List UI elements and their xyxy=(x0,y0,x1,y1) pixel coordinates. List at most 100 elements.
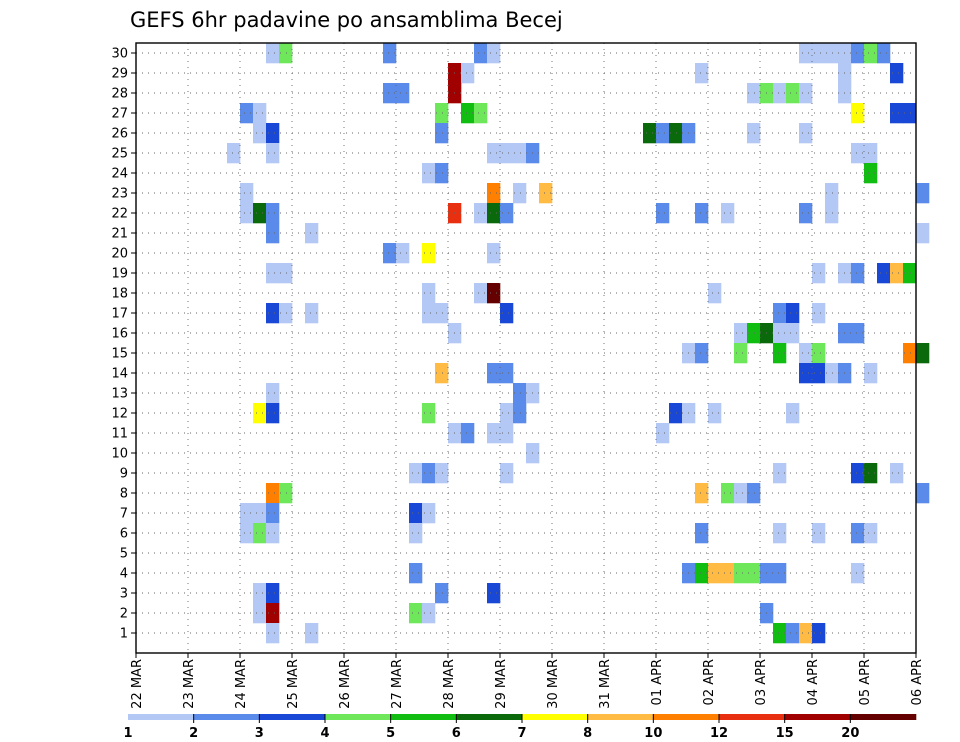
heatmap-cell xyxy=(513,383,527,404)
heatmap-cell xyxy=(435,463,449,484)
x-tick-label: 30 MAR xyxy=(546,659,561,709)
legend-swatch xyxy=(456,714,523,720)
heatmap-cell xyxy=(409,523,423,544)
heatmap-cell xyxy=(786,323,800,344)
heatmap-cell xyxy=(435,123,449,144)
heatmap-cell xyxy=(851,563,865,584)
heatmap-cell xyxy=(266,303,280,324)
heatmap-cell xyxy=(422,603,436,624)
heatmap-cell xyxy=(851,523,865,544)
heatmap-cell xyxy=(305,223,319,244)
heatmap-cell xyxy=(708,403,722,424)
heatmap-cell xyxy=(487,423,501,444)
y-tick-label: 12 xyxy=(111,407,128,422)
heatmap-cell xyxy=(643,123,657,144)
heatmap-cell xyxy=(851,463,865,484)
heatmap-cell xyxy=(747,563,761,584)
x-tick-label: 29 MAR xyxy=(494,659,509,709)
x-tick-label: 03 APR xyxy=(754,659,769,705)
x-tick-label: 01 APR xyxy=(650,659,665,705)
y-tick-label: 6 xyxy=(120,527,128,542)
heatmap-cell xyxy=(695,483,709,504)
heatmap-cell xyxy=(500,203,514,224)
heatmap-cell xyxy=(812,303,826,324)
x-tick-label: 22 MAR xyxy=(130,659,145,709)
heatmap-cell xyxy=(461,423,475,444)
y-tick-label: 5 xyxy=(120,547,128,562)
heatmap-cell xyxy=(253,583,267,604)
heatmap-cell xyxy=(409,463,423,484)
legend: 1 2 3 4 5 6 7 8 10 12 15 20 xyxy=(123,714,917,741)
heatmap-cell xyxy=(812,363,826,384)
heatmap-cell xyxy=(877,43,891,64)
heatmap-cell xyxy=(279,43,293,64)
y-tick-label: 20 xyxy=(111,247,128,262)
heatmap-cell xyxy=(435,103,449,124)
heatmap-cell xyxy=(864,163,878,184)
heatmap-cell xyxy=(786,403,800,424)
heatmap-cell xyxy=(864,43,878,64)
legend-label: 3 xyxy=(255,726,264,741)
heatmap-cell xyxy=(487,243,501,264)
heatmap-cell xyxy=(825,203,839,224)
legend-swatch xyxy=(784,714,851,720)
heatmap-cell xyxy=(799,123,813,144)
legend-label: 20 xyxy=(841,726,859,741)
heatmap-cell xyxy=(669,403,683,424)
heatmap-cell xyxy=(747,483,761,504)
heatmap-cell xyxy=(266,503,280,524)
x-tick-label: 02 APR xyxy=(702,659,717,705)
heatmap-cell xyxy=(474,283,488,304)
legend-swatch xyxy=(390,714,457,720)
heatmap-cell xyxy=(734,343,748,364)
legend-label: 4 xyxy=(320,726,329,741)
heatmap-cell xyxy=(422,303,436,324)
heatmap-cell xyxy=(851,103,865,124)
heatmap-cell xyxy=(266,583,280,604)
heatmap-cell xyxy=(773,523,787,544)
heatmap-cell xyxy=(851,323,865,344)
heatmap-cell xyxy=(396,243,410,264)
heatmap-cell xyxy=(240,523,254,544)
y-tick-label: 23 xyxy=(111,187,128,202)
y-tick-label: 17 xyxy=(111,307,128,322)
heatmap-cell xyxy=(422,403,436,424)
heatmap-cell xyxy=(877,263,891,284)
heatmap-cell xyxy=(825,43,839,64)
heatmap-cell xyxy=(656,203,670,224)
heatmap-cell xyxy=(435,163,449,184)
heatmap-cell xyxy=(786,83,800,104)
heatmap-cell xyxy=(812,623,826,644)
heatmap-cell xyxy=(500,463,514,484)
heatmap-cell xyxy=(487,363,501,384)
heatmap-cell xyxy=(461,63,475,84)
heatmap-cell xyxy=(708,283,722,304)
heatmap-cell xyxy=(851,43,865,64)
y-tick-label: 29 xyxy=(111,67,128,82)
heatmap-cell xyxy=(500,423,514,444)
y-tick-label: 18 xyxy=(111,287,128,302)
y-tick-label: 13 xyxy=(111,387,128,402)
y-tick-label: 3 xyxy=(120,587,128,602)
heatmap-cell xyxy=(708,563,722,584)
heatmap-cell xyxy=(474,43,488,64)
heatmap-cell xyxy=(500,403,514,424)
heatmap-cell xyxy=(253,103,267,124)
legend-swatch xyxy=(325,714,391,720)
heatmap-cell xyxy=(851,263,865,284)
heatmap-cell xyxy=(279,263,293,284)
heatmap-cell xyxy=(890,103,904,124)
legend-swatch xyxy=(850,714,917,720)
x-tick-label: 26 MAR xyxy=(338,659,353,709)
legend-swatch xyxy=(587,714,654,720)
y-tick-label: 19 xyxy=(111,267,128,282)
heatmap-cell xyxy=(903,263,917,284)
plot-frame xyxy=(135,42,917,654)
heatmap-cell xyxy=(812,263,826,284)
heatmap-cell xyxy=(279,303,293,324)
heatmap-cell xyxy=(695,563,709,584)
legend-swatch xyxy=(128,714,194,720)
heatmap-cell xyxy=(383,243,397,264)
heatmap-cell xyxy=(266,403,280,424)
